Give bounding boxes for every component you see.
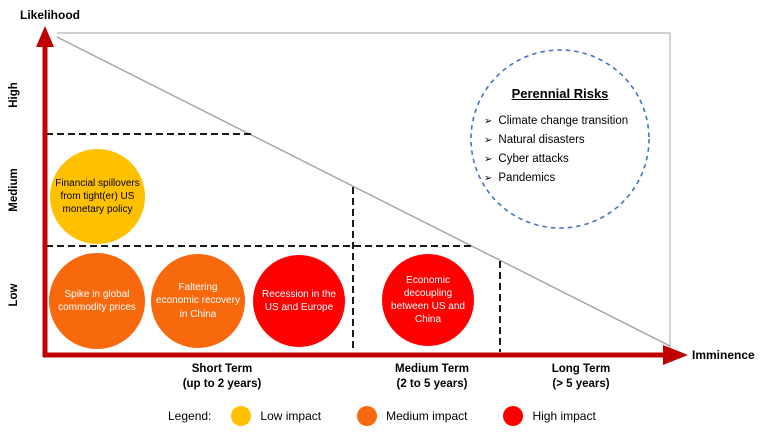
plot-box-border xyxy=(57,32,671,348)
perennial-risk-item: ➢ Cyber attacks xyxy=(484,150,628,169)
perennial-risk-item: ➢ Natural disasters xyxy=(484,131,628,150)
x-tick-medium-term-label: Medium Term xyxy=(395,363,469,375)
arrow-bullet-icon: ➢ xyxy=(484,116,493,127)
legend-item-label: Low impact xyxy=(260,409,322,423)
risk-bubble-financial-spillovers: Financial spillovers from tight(er) US m… xyxy=(50,149,145,244)
y-tick-high: High xyxy=(8,82,20,108)
diagonal-frontier-line xyxy=(56,36,671,347)
perennial-risk-label: Cyber attacks xyxy=(498,153,569,165)
risk-bubble-decoupling: Economic decoupling between US and China xyxy=(382,254,474,346)
x-tick-short-term: Short Term (up to 2 years) xyxy=(147,362,297,392)
x-tick-medium-term: Medium Term (2 to 5 years) xyxy=(357,362,507,392)
legend-item-high-impact: High impact xyxy=(503,406,596,426)
legend: Legend: Low impact Medium impact High im… xyxy=(168,406,596,426)
low-impact-swatch-icon xyxy=(231,406,252,426)
perennial-risks-title: Perennial Risks xyxy=(511,86,609,101)
high-impact-swatch-icon xyxy=(503,406,524,426)
y-tick-medium: Medium xyxy=(8,168,20,212)
perennial-risk-item: ➢ Pandemics xyxy=(484,169,628,188)
legend-item-medium-impact: Medium impact xyxy=(357,406,467,426)
risk-bubble-recession: Recession in the US and Europe xyxy=(253,255,345,347)
medium-impact-swatch-icon xyxy=(357,406,378,426)
perennial-risk-label: Pandemics xyxy=(498,172,556,184)
risk-bubble-china-recovery: Faltering economic recovery in China xyxy=(151,254,245,348)
x-tick-long-term: Long Term (> 5 years) xyxy=(506,362,656,392)
x-axis-title: Imminence xyxy=(692,348,755,362)
legend-item-label: Medium impact xyxy=(386,409,468,423)
x-tick-long-term-sub: (> 5 years) xyxy=(552,377,610,390)
perennial-risks-list: ➢ Climate change transition ➢ Natural di… xyxy=(484,112,628,188)
arrow-bullet-icon: ➢ xyxy=(484,154,493,165)
risk-bubble-commodity-prices: Spike in global commodity prices xyxy=(49,253,145,349)
x-tick-short-term-label: Short Term xyxy=(191,363,253,375)
legend-item-low-impact: Low impact xyxy=(231,406,321,426)
perennial-risks-circle xyxy=(470,49,650,229)
y-axis-arrowhead-icon xyxy=(36,26,54,47)
risk-bubble-label: Recession in the US and Europe xyxy=(262,288,336,313)
risk-bubble-label: Financial spillovers from tight(er) US m… xyxy=(55,177,140,216)
risk-bubble-label: Faltering economic recovery in China xyxy=(156,282,240,320)
y-axis-title: Likelihood xyxy=(20,8,80,22)
perennial-risk-item: ➢ Climate change transition xyxy=(484,112,628,131)
y-tick-low: Low xyxy=(8,283,20,307)
risk-bubble-label: Spike in global commodity prices xyxy=(58,288,136,313)
risk-bubble-label: Economic decoupling between US and China xyxy=(391,274,465,326)
x-tick-medium-term-sub: (2 to 5 years) xyxy=(396,377,468,390)
legend-item-label: High impact xyxy=(532,409,596,423)
x-tick-long-term-label: Long Term xyxy=(551,363,611,375)
perennial-risk-label: Natural disasters xyxy=(498,134,585,146)
legend-title: Legend: xyxy=(168,409,212,423)
x-tick-short-term-sub: (up to 2 years) xyxy=(182,377,262,390)
perennial-risk-label: Climate change transition xyxy=(498,115,629,127)
arrow-bullet-icon: ➢ xyxy=(484,135,493,146)
arrow-bullet-icon: ➢ xyxy=(484,173,493,184)
x-axis-arrowhead-icon xyxy=(663,345,688,365)
